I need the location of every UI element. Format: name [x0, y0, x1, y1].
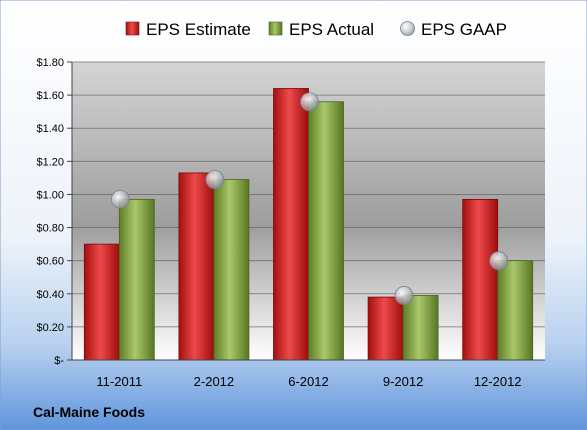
axes: $- $0.20 $0.40 $0.60 $0.80 $1.00 $1.20 $1.40 $1.…	[36, 57, 545, 389]
gaap-marker	[110, 190, 130, 209]
x-tick-label: 9-2012	[383, 374, 423, 389]
y-tick-label: $1.40	[36, 123, 64, 135]
legend-label: EPS Actual	[289, 20, 374, 39]
company-name: Cal-Maine Foods	[33, 404, 145, 420]
bar-eps-actual	[308, 101, 344, 361]
legend-swatch-eps-estimate	[125, 21, 140, 36]
gaap-markers	[110, 92, 509, 305]
legend-label: EPS GAAP	[421, 20, 507, 39]
y-tick-label: $1.60	[36, 90, 64, 102]
gaap-marker	[394, 286, 414, 305]
x-tick-label: 12-2012	[474, 374, 522, 389]
gaap-marker	[205, 170, 225, 189]
y-tick-label: $-	[54, 355, 64, 367]
x-tick-label: 2-2012	[194, 374, 234, 389]
legend: EPS Estimate EPS Actual EPS GAAP	[125, 20, 507, 39]
bar-eps-actual	[118, 199, 155, 361]
bar-eps-actual	[402, 295, 439, 361]
y-tick-label: $1.20	[36, 156, 64, 168]
bar-eps-estimate	[273, 88, 309, 361]
y-tick-label: $0.60	[36, 256, 64, 268]
bar-eps-estimate	[83, 243, 120, 361]
y-tick-label: $1.80	[36, 57, 64, 69]
gaap-marker	[489, 251, 509, 271]
bars	[83, 88, 534, 361]
bar-eps-actual	[497, 260, 534, 361]
legend-swatch-eps-gaap	[400, 21, 415, 36]
x-tick-label: 6-2012	[288, 374, 328, 389]
bar-eps-actual	[213, 179, 250, 361]
legend-swatch-eps-actual	[268, 21, 283, 36]
bar-eps-estimate	[367, 296, 404, 361]
y-tick-label: $0.20	[36, 322, 64, 334]
legend-label: EPS Estimate	[146, 20, 251, 39]
y-tick-label: $0.40	[36, 289, 64, 301]
bar-eps-estimate	[178, 172, 215, 361]
bar-eps-estimate	[462, 199, 499, 361]
y-tick-label: $0.80	[36, 223, 64, 235]
gaap-marker	[300, 92, 319, 112]
y-tick-label: $1.00	[36, 189, 64, 201]
x-tick-label: 11-2011	[96, 374, 142, 389]
